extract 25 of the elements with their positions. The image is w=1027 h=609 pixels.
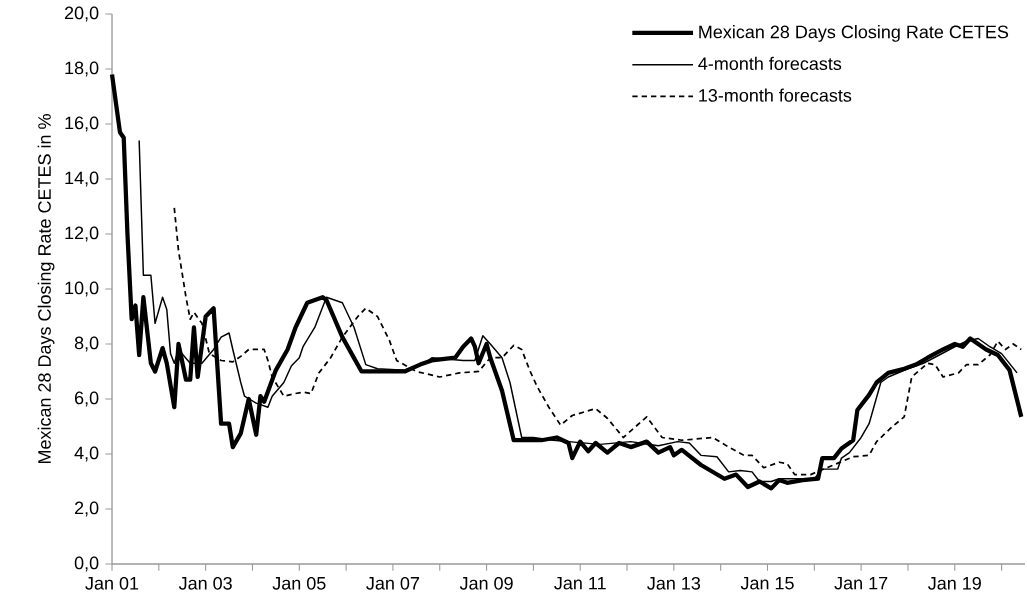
y-tick-label: 16,0	[65, 116, 99, 132]
y-tick-label: 12,0	[65, 226, 99, 242]
y-tick-label: 14,0	[65, 171, 99, 187]
y-tick-label: 20,0	[64, 6, 99, 22]
legend-label: 13-month forecasts	[699, 88, 852, 102]
y-tick-label: 18,0	[65, 61, 99, 77]
x-tick-label: Jan 07	[366, 576, 420, 590]
y-tick-label: 8,0	[74, 336, 99, 352]
legend-label: 4-month forecasts	[698, 56, 842, 71]
y-tick-label: 0,0	[74, 556, 99, 572]
y-tick-label: 6,0	[74, 391, 99, 407]
x-tick-label: Jan 09	[459, 576, 513, 590]
x-tick-label: Jan 17	[834, 576, 888, 590]
legend-label: Mexican 28 Days Closing Rate CETES	[699, 25, 1009, 42]
x-tick-label: Jan 03	[178, 576, 232, 590]
x-tick-label: Jan 15	[740, 576, 794, 590]
y-axis-title: Mexican 28 Days Closing Rate CETES in %	[37, 114, 55, 464]
x-tick-label: Jan 19	[928, 576, 981, 590]
x-tick-label: Jan 11	[554, 576, 606, 590]
x-tick-label: Jan 13	[647, 576, 701, 590]
y-tick-label: 4,0	[74, 446, 99, 462]
y-tick-label: 10,0	[65, 281, 99, 297]
y-tick-label: 2,0	[74, 501, 99, 517]
x-tick-label: Jan 05	[272, 576, 326, 590]
x-tick-label: Jan 01	[85, 576, 139, 590]
